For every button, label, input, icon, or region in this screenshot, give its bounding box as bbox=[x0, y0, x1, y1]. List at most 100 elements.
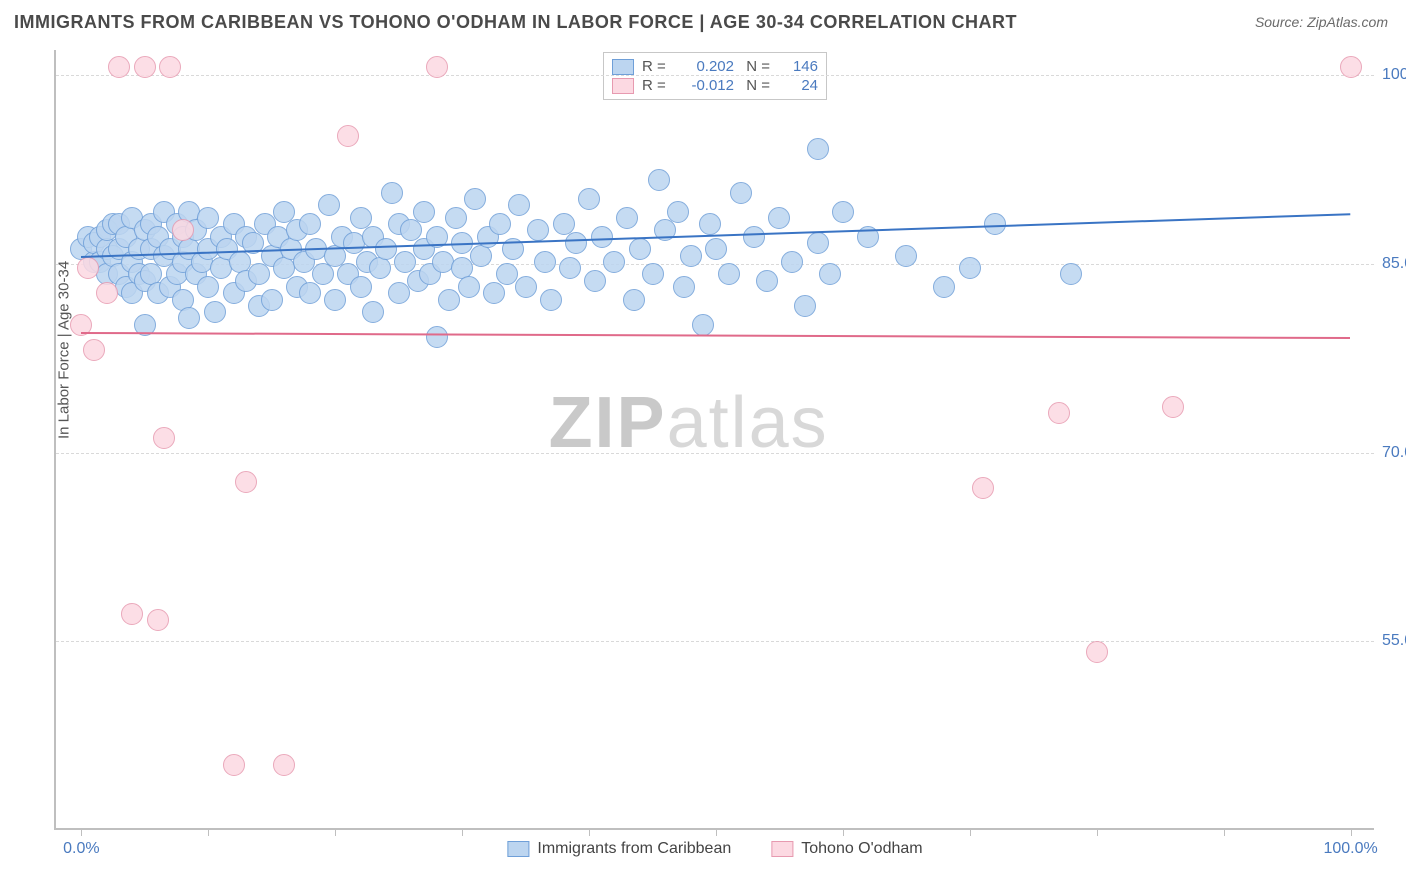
data-point bbox=[483, 282, 505, 304]
data-point bbox=[1048, 402, 1070, 424]
data-point bbox=[933, 276, 955, 298]
data-point bbox=[337, 125, 359, 147]
n-value: 146 bbox=[778, 58, 818, 75]
gridline bbox=[56, 453, 1374, 454]
data-point bbox=[584, 270, 606, 292]
legend-item: Immigrants from Caribbean bbox=[507, 840, 731, 858]
data-point bbox=[362, 301, 384, 323]
data-point bbox=[489, 213, 511, 235]
data-point bbox=[369, 257, 391, 279]
chart-title: IMMIGRANTS FROM CARIBBEAN VS TOHONO O'OD… bbox=[14, 12, 1017, 33]
data-point bbox=[895, 245, 917, 267]
swatch-icon bbox=[612, 59, 634, 75]
data-point bbox=[464, 188, 486, 210]
legend: Immigrants from Caribbean Tohono O'odham bbox=[507, 840, 922, 858]
data-point bbox=[426, 326, 448, 348]
data-point bbox=[559, 257, 581, 279]
data-point bbox=[959, 257, 981, 279]
data-point bbox=[178, 307, 200, 329]
n-value: 24 bbox=[778, 77, 818, 94]
data-point bbox=[508, 194, 530, 216]
data-point bbox=[515, 276, 537, 298]
data-point bbox=[743, 226, 765, 248]
data-point bbox=[108, 56, 130, 78]
x-tick bbox=[589, 828, 590, 836]
x-tick bbox=[1097, 828, 1098, 836]
data-point bbox=[699, 213, 721, 235]
data-point bbox=[540, 289, 562, 311]
data-point bbox=[388, 282, 410, 304]
gridline bbox=[56, 75, 1374, 76]
data-point bbox=[470, 245, 492, 267]
data-point bbox=[324, 289, 346, 311]
data-point bbox=[673, 276, 695, 298]
y-tick-label: 55.0% bbox=[1382, 632, 1406, 650]
r-label: R = bbox=[642, 77, 670, 94]
data-point bbox=[623, 289, 645, 311]
data-point bbox=[534, 251, 556, 273]
x-tick bbox=[208, 828, 209, 836]
data-point bbox=[527, 219, 549, 241]
data-point bbox=[972, 477, 994, 499]
data-point bbox=[692, 314, 714, 336]
data-point bbox=[375, 238, 397, 260]
data-point bbox=[261, 289, 283, 311]
swatch-icon bbox=[507, 841, 529, 857]
data-point bbox=[153, 427, 175, 449]
plot-area: In Labor Force | Age 30-34 ZIPatlas R = … bbox=[54, 50, 1374, 830]
data-point bbox=[578, 188, 600, 210]
x-tick bbox=[843, 828, 844, 836]
data-point bbox=[350, 276, 372, 298]
y-tick-label: 100.0% bbox=[1382, 66, 1406, 84]
data-point bbox=[667, 201, 689, 223]
r-value: 0.202 bbox=[678, 58, 734, 75]
data-point bbox=[768, 207, 790, 229]
data-point bbox=[705, 238, 727, 260]
data-point bbox=[147, 609, 169, 631]
x-tick-label: 100.0% bbox=[1323, 840, 1377, 858]
swatch-icon bbox=[771, 841, 793, 857]
data-point bbox=[565, 232, 587, 254]
data-point bbox=[299, 213, 321, 235]
data-point bbox=[121, 603, 143, 625]
data-point bbox=[496, 263, 518, 285]
x-tick bbox=[970, 828, 971, 836]
data-point bbox=[603, 251, 625, 273]
data-point bbox=[794, 295, 816, 317]
y-tick-label: 85.0% bbox=[1382, 255, 1406, 273]
x-tick bbox=[335, 828, 336, 836]
gridline bbox=[56, 641, 1374, 642]
data-point bbox=[756, 270, 778, 292]
data-point bbox=[83, 339, 105, 361]
x-tick bbox=[81, 828, 82, 836]
data-point bbox=[445, 207, 467, 229]
data-point bbox=[223, 754, 245, 776]
data-point bbox=[807, 138, 829, 160]
data-point bbox=[1340, 56, 1362, 78]
n-label: N = bbox=[742, 77, 770, 94]
x-tick bbox=[1224, 828, 1225, 836]
data-point bbox=[781, 251, 803, 273]
data-point bbox=[172, 219, 194, 241]
data-point bbox=[235, 471, 257, 493]
data-point bbox=[591, 226, 613, 248]
data-point bbox=[134, 56, 156, 78]
data-point bbox=[381, 182, 403, 204]
legend-item: Tohono O'odham bbox=[771, 840, 922, 858]
data-point bbox=[413, 201, 435, 223]
y-tick-label: 70.0% bbox=[1382, 444, 1406, 462]
data-point bbox=[730, 182, 752, 204]
data-point bbox=[438, 289, 460, 311]
n-label: N = bbox=[742, 58, 770, 75]
r-label: R = bbox=[642, 58, 670, 75]
data-point bbox=[458, 276, 480, 298]
data-point bbox=[318, 194, 340, 216]
data-point bbox=[648, 169, 670, 191]
data-point bbox=[616, 207, 638, 229]
legend-label: Immigrants from Caribbean bbox=[537, 840, 731, 858]
data-point bbox=[642, 263, 664, 285]
stats-row: R = -0.012 N = 24 bbox=[612, 76, 818, 95]
data-point bbox=[680, 245, 702, 267]
data-point bbox=[273, 754, 295, 776]
x-tick-label: 0.0% bbox=[63, 840, 99, 858]
